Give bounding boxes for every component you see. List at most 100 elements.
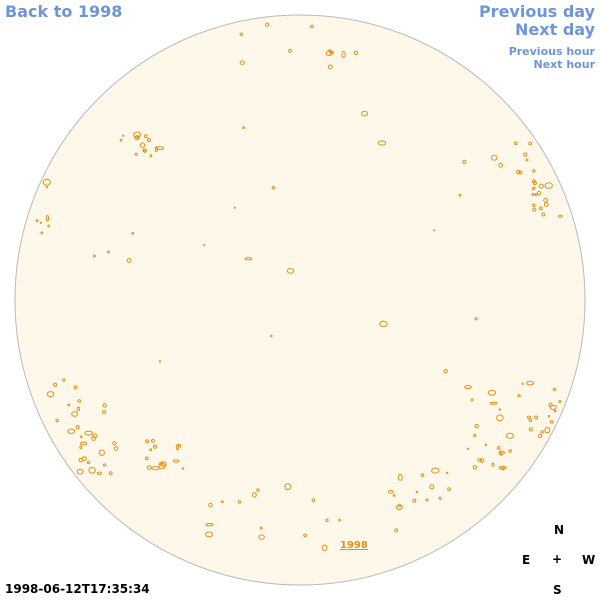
contour-mark (144, 456, 149, 461)
contour-mark (496, 446, 501, 450)
contour-mark (431, 467, 440, 474)
contour-mark (517, 394, 521, 398)
contour-mark (412, 498, 417, 503)
contour-mark (134, 152, 138, 156)
contour-mark (508, 449, 512, 453)
back-to-year-link[interactable]: Back to 1998 (5, 2, 123, 21)
contour-mark (532, 207, 537, 212)
contour-mark (491, 154, 498, 161)
contour-mark (45, 214, 50, 222)
contour-mark (484, 443, 488, 447)
contour-mark (547, 414, 551, 418)
contour-mark (73, 385, 78, 390)
contour-mark (126, 258, 132, 263)
compass-south: S (553, 583, 562, 597)
contour-mark (205, 523, 214, 527)
contour-mark (84, 430, 94, 436)
previous-day-link[interactable]: Previous day (478, 2, 595, 21)
contour-mark (474, 317, 478, 321)
contour-mark (39, 221, 43, 224)
contour-mark (154, 146, 158, 153)
contour-mark (155, 146, 165, 151)
contour-mark (538, 433, 543, 439)
contour-mark (516, 169, 521, 175)
contour-mark (107, 250, 110, 254)
contour-mark (160, 461, 167, 468)
next-hour-link[interactable]: Next hour (533, 58, 596, 71)
contour-mark (527, 415, 531, 419)
year-link[interactable]: 1998 (340, 540, 368, 551)
contour-mark (139, 142, 146, 149)
contour-mark (284, 483, 292, 491)
contour-mark (518, 170, 523, 175)
next-day-link[interactable]: Next day (515, 20, 595, 39)
contour-mark (558, 214, 563, 218)
contour-mark (531, 192, 535, 197)
contour-mark (203, 244, 206, 247)
contour-mark (42, 178, 51, 186)
contour-mark (67, 403, 71, 407)
contour-mark (479, 458, 485, 463)
contour-mark (361, 110, 368, 117)
contour-mark (487, 389, 496, 396)
contour-mark (425, 498, 429, 502)
contour-mark (429, 484, 435, 490)
contour-mark (288, 48, 293, 53)
contour-mark (526, 380, 535, 386)
contour-mark (205, 531, 214, 538)
contour-mark (286, 268, 295, 274)
contour-mark (122, 134, 125, 137)
compass-center: + (552, 552, 563, 566)
contour-mark (415, 490, 419, 494)
contour-mark (146, 465, 152, 470)
contour-mark (379, 320, 388, 328)
contour-mark (392, 494, 396, 497)
contour-mark (208, 502, 213, 508)
contour-mark (477, 458, 483, 463)
solar-disk (14, 14, 586, 586)
contour-mark (259, 526, 263, 530)
contour-mark (310, 24, 314, 29)
contour-mark (71, 411, 79, 417)
contour-mark (149, 154, 153, 158)
contour-mark (242, 126, 246, 129)
contour-mark (491, 462, 495, 467)
contour-mark (103, 463, 107, 467)
contour-mark (77, 399, 82, 403)
contour-mark (446, 471, 449, 475)
contour-mark (153, 444, 157, 449)
contour-mark (462, 159, 467, 164)
contour-mark (108, 471, 113, 476)
contour-mark (101, 410, 107, 415)
contour-mark (146, 138, 151, 142)
contour-mark (540, 430, 544, 434)
contour-mark (270, 334, 273, 338)
contour-mark (252, 492, 257, 498)
contour-mark (438, 496, 442, 500)
contour-mark (76, 468, 84, 475)
contour-mark (539, 206, 543, 211)
contour-mark (321, 544, 328, 551)
contour-mark (532, 203, 536, 208)
contour-mark (46, 391, 55, 398)
contour-mark (338, 518, 342, 522)
contour-mark (220, 500, 224, 504)
contour-mark (458, 193, 462, 197)
contour-mark (53, 382, 58, 387)
contour-mark (525, 158, 529, 162)
contour-mark (35, 219, 39, 223)
contour-mark (76, 406, 81, 412)
contour-mark (327, 64, 333, 70)
contour-mark (489, 401, 498, 405)
contour-mark (131, 231, 135, 235)
contour-mark (353, 50, 359, 56)
contour-mark (328, 49, 332, 53)
contour-mark (78, 457, 84, 463)
previous-hour-link[interactable]: Previous hour (508, 45, 595, 58)
contour-mark (325, 518, 329, 522)
contour-mark (244, 257, 253, 261)
contour-mark (544, 427, 551, 434)
contour-mark (496, 414, 504, 422)
contour-mark (388, 489, 394, 494)
